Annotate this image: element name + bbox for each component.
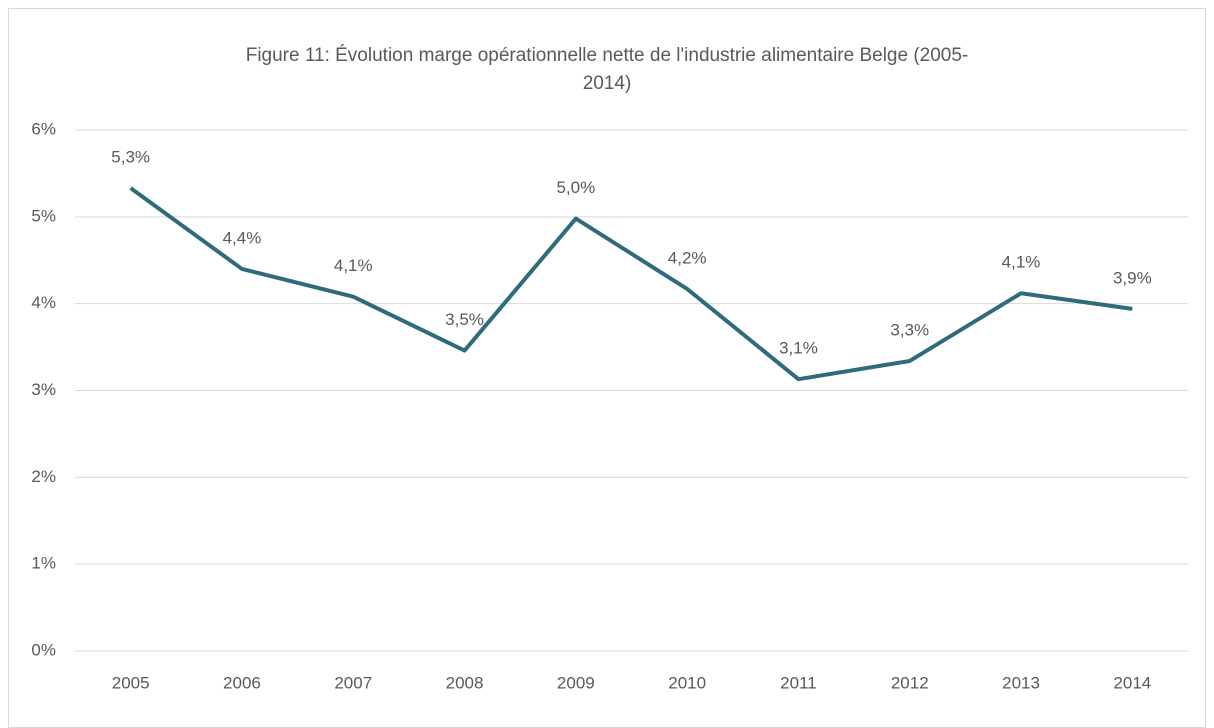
page: Figure 11: Évolution marge opérationnell… [8,8,1206,728]
x-tick-label: 2009 [557,673,595,692]
data-label: 4,2% [668,248,707,267]
y-tick-label: 2% [31,467,56,486]
data-label: 5,3% [111,148,150,167]
y-tick-label: 5% [31,206,56,225]
data-label: 3,9% [1113,268,1152,287]
x-tick-label: 2008 [446,673,484,692]
data-label: 3,1% [779,339,818,358]
chart: 0% 1% 2% 3% 4% 5% 6% 2005 2006 2007 2008 2009 2010 20… [31,119,1188,692]
x-tick-label: 2011 [780,673,817,692]
x-tick-label: 2013 [1002,673,1040,692]
data-label: 4,1% [1002,253,1041,272]
data-label: 5,0% [556,178,595,197]
y-tick-label: 1% [31,554,56,573]
x-tick-label: 2010 [668,673,706,692]
x-tick-label: 2006 [223,673,261,692]
y-tick-label: 0% [31,640,56,659]
series-line [129,186,1133,382]
data-label: 3,5% [445,310,484,329]
data-label: 4,4% [223,228,262,247]
y-tick-label: 3% [31,380,56,399]
x-tick-label: 2007 [334,673,372,692]
data-label: 4,1% [334,256,373,275]
chart-title: Figure 11: Évolution marge opérationnell… [245,45,969,94]
data-label: 3,3% [890,320,929,339]
y-tick-label: 4% [31,293,56,312]
x-tick-label: 2014 [1113,673,1151,692]
x-tick-label: 2012 [891,673,929,692]
x-tick-label: 2005 [112,673,150,692]
y-tick-label: 6% [31,119,56,138]
